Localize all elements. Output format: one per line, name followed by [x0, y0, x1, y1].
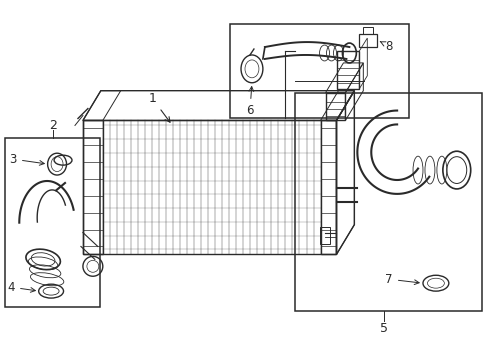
- Bar: [83, 121, 102, 255]
- Text: 6: 6: [246, 87, 253, 117]
- Text: 1: 1: [148, 92, 170, 122]
- Text: 4: 4: [8, 281, 35, 294]
- Bar: [325, 93, 345, 121]
- Text: 2: 2: [49, 119, 57, 132]
- Bar: [294, 93, 481, 311]
- Text: 7: 7: [385, 273, 418, 286]
- Bar: [230, 24, 408, 118]
- Bar: [319, 227, 329, 244]
- Bar: [359, 34, 376, 47]
- Bar: [363, 27, 372, 34]
- Text: 8: 8: [379, 40, 392, 53]
- Bar: [337, 51, 359, 89]
- Bar: [5, 138, 100, 307]
- Bar: [320, 121, 336, 255]
- Text: 3: 3: [10, 153, 44, 166]
- Text: 5: 5: [380, 322, 387, 336]
